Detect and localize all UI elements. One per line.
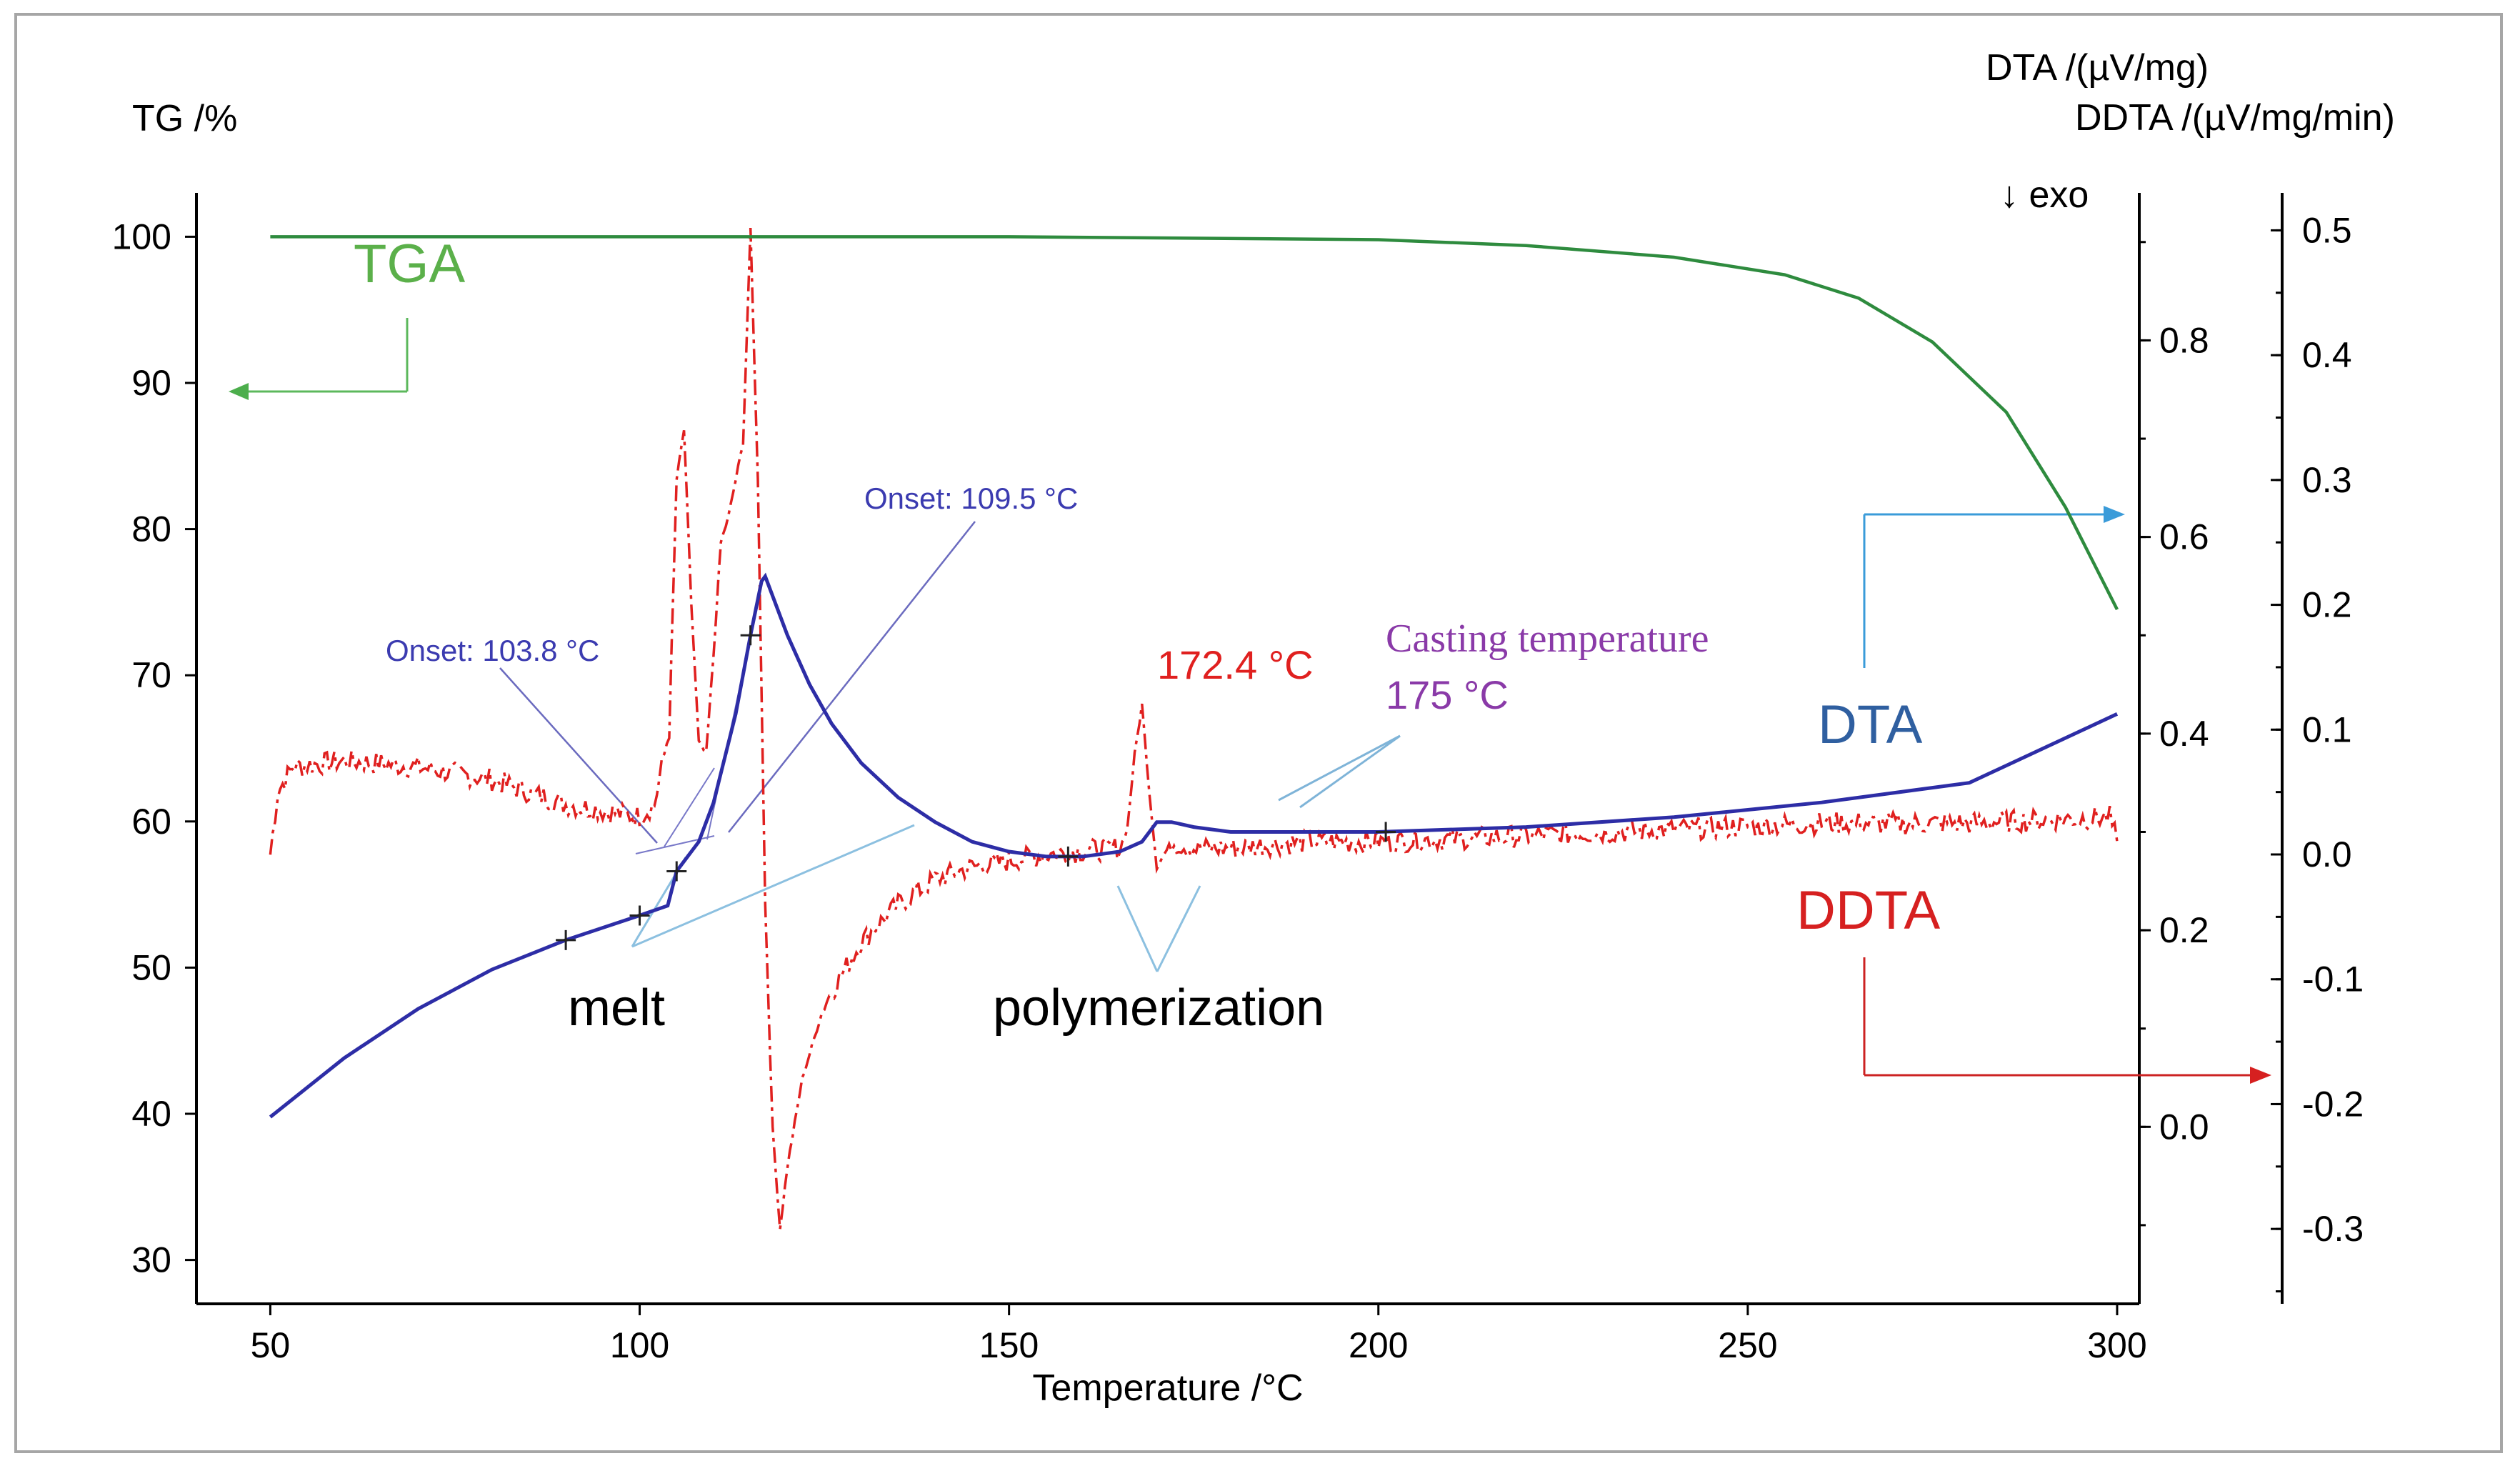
curve-marker bbox=[666, 861, 687, 882]
tg-ticks: 30 40 50 60 70 80 90 100 bbox=[112, 216, 196, 1280]
curve-marker bbox=[1058, 846, 1079, 867]
ddta-tick-label: 0.5 bbox=[2302, 210, 2352, 250]
ddta-tick-label: 0.1 bbox=[2302, 709, 2352, 749]
tg-tick-label: 30 bbox=[131, 1240, 171, 1280]
ddta-tick-label: 0.3 bbox=[2302, 460, 2352, 500]
onset1-tangent bbox=[664, 767, 715, 847]
casting-temperature-label: Casting temperature bbox=[1386, 617, 1709, 661]
pointer-lines bbox=[229, 318, 2271, 1084]
curve-marker bbox=[740, 625, 761, 646]
poly-leader bbox=[1156, 885, 1201, 972]
dta-series-label: DTA bbox=[1818, 694, 1923, 755]
casting-temperature-value: 175 °C bbox=[1386, 672, 1509, 717]
exo-direction-label: ↓ exo bbox=[2000, 174, 2089, 216]
onset1-label: Onset: 103.8 °C bbox=[386, 634, 599, 667]
baseline-tangent bbox=[635, 835, 715, 854]
tga-curve bbox=[270, 235, 2119, 611]
dta-tick-label: 0.6 bbox=[2159, 517, 2209, 557]
ddta-tick-label: 0.2 bbox=[2302, 585, 2352, 625]
dta-tick-label: 0.0 bbox=[2159, 1107, 2209, 1147]
curve-markers bbox=[556, 625, 1396, 950]
tg-tick-label: 70 bbox=[131, 655, 171, 695]
tg-tick-label: 50 bbox=[131, 947, 171, 987]
x-tick-label: 250 bbox=[1718, 1325, 1777, 1365]
x-tick-label: 200 bbox=[1349, 1325, 1408, 1365]
tga-arrow-head bbox=[229, 383, 249, 400]
tg-tick-label: 100 bbox=[112, 216, 171, 256]
dta-tick-label: 0.4 bbox=[2159, 714, 2209, 754]
x-tick-label: 100 bbox=[610, 1325, 669, 1365]
onset2-leader bbox=[728, 521, 976, 833]
casting-leader bbox=[1278, 734, 1401, 802]
ddta-tick-label: -0.3 bbox=[2302, 1209, 2364, 1249]
ddta-curve bbox=[269, 227, 2119, 1230]
tg-tick-label: 60 bbox=[131, 802, 171, 842]
figure-frame bbox=[14, 13, 2503, 1453]
tg-axis-title: TG /% bbox=[132, 98, 237, 139]
tg-tick-label: 80 bbox=[131, 509, 171, 549]
curve-marker bbox=[1376, 822, 1396, 842]
ddta-series-label: DDTA bbox=[1796, 880, 1941, 941]
dta-tick-label: 0.8 bbox=[2159, 320, 2209, 360]
ddta-tick-label: 0.4 bbox=[2302, 335, 2352, 375]
casting-leader bbox=[1299, 734, 1401, 809]
onset1-leader bbox=[499, 667, 658, 844]
polymerization-label: polymerization bbox=[993, 979, 1324, 1037]
dta-curve bbox=[269, 572, 2119, 1119]
x-tick-label: 300 bbox=[2087, 1325, 2146, 1365]
tg-tick-label: 90 bbox=[131, 363, 171, 403]
melt-leader bbox=[631, 824, 915, 948]
dta-axis-title: DTA /(µV/mg) bbox=[1986, 47, 2209, 89]
poly-leader bbox=[1116, 885, 1159, 972]
ddta-tick-label: -0.2 bbox=[2302, 1084, 2364, 1124]
melt-label: melt bbox=[568, 979, 665, 1037]
x-tick-label: 50 bbox=[251, 1325, 291, 1365]
ddta-ticks: -0.3 -0.2 -0.1 0.0 0.1 0.2 0.3 0.4 0.5 bbox=[2271, 210, 2364, 1293]
x-ticks: 50 100 150 200 250 300 bbox=[251, 1304, 2147, 1365]
ddta-arrow-head bbox=[2250, 1067, 2271, 1084]
x-tick-label: 150 bbox=[979, 1325, 1039, 1365]
dta-arrow-head bbox=[2104, 506, 2125, 523]
dta-tick-label: 0.2 bbox=[2159, 910, 2209, 950]
x-axis-title: Temperature /°C bbox=[1032, 1367, 1303, 1409]
dta-ticks: 0.0 0.2 0.4 0.6 0.8 bbox=[2139, 241, 2209, 1227]
ddta-axis-title: DDTA /(µV/mg/min) bbox=[2075, 97, 2395, 139]
ddta-tick-label: -0.1 bbox=[2302, 959, 2364, 999]
ddta-tick-label: 0.0 bbox=[2302, 834, 2352, 874]
curve-marker bbox=[629, 905, 650, 926]
onset2-label: Onset: 109.5 °C bbox=[864, 482, 1078, 515]
curve-marker bbox=[556, 929, 576, 950]
peak-temperature-label: 172.4 °C bbox=[1157, 642, 1314, 687]
tga-series-label: TGA bbox=[354, 234, 466, 294]
tg-tick-label: 40 bbox=[131, 1094, 171, 1134]
